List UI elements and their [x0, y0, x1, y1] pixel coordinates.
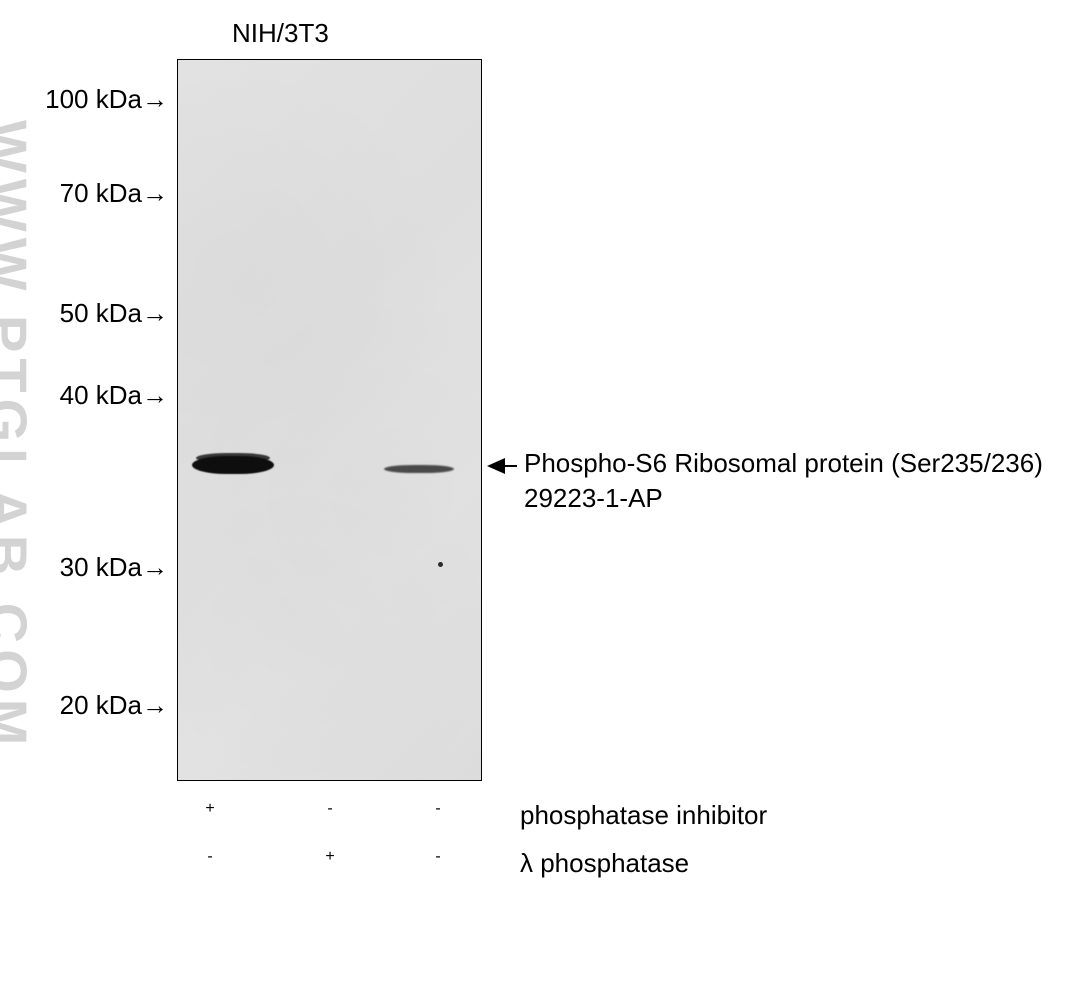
marker-value: 70: [60, 178, 89, 208]
treatment-r1-label: phosphatase inhibitor: [520, 800, 767, 831]
treatment-r2-c3: -: [424, 848, 452, 866]
watermark-text: WWW.PTGLAB.COM: [0, 120, 40, 751]
marker-unit: kDa→: [89, 178, 168, 208]
marker-value: 40: [60, 380, 89, 410]
marker-unit: kDa→: [89, 690, 168, 720]
western-blot: [178, 60, 481, 780]
marker-100: 100 kDa→: [45, 84, 168, 115]
marker-value: 20: [60, 690, 89, 720]
figure-container: WWW.PTGLAB.COM NIH/3T3 100 kDa→ 70 kDa→ …: [0, 0, 1080, 998]
band-lane3: [384, 465, 454, 473]
marker-unit: kDa→: [89, 298, 168, 328]
marker-20: 20 kDa→: [60, 690, 168, 721]
blot-speck: [438, 562, 443, 567]
treatment-r1-c1: +: [196, 800, 224, 818]
marker-value: 50: [60, 298, 89, 328]
marker-value: 100: [45, 84, 88, 114]
marker-unit: kDa→: [89, 84, 168, 114]
annotation-line-1: Phospho-S6 Ribosomal protein (Ser235/236…: [524, 446, 1043, 481]
marker-70: 70 kDa→: [60, 178, 168, 209]
marker-unit: kDa→: [89, 552, 168, 582]
sample-label: NIH/3T3: [232, 18, 329, 49]
blot-noise: [178, 60, 481, 780]
marker-value: 30: [60, 552, 89, 582]
marker-30: 30 kDa→: [60, 552, 168, 583]
treatment-r2-c1: -: [196, 848, 224, 866]
annotation-text: Phospho-S6 Ribosomal protein (Ser235/236…: [524, 446, 1043, 516]
marker-unit: kDa→: [89, 380, 168, 410]
treatment-r2-label: λ phosphatase: [520, 848, 689, 879]
marker-50: 50 kDa→: [60, 298, 168, 329]
marker-40: 40 kDa→: [60, 380, 168, 411]
treatment-r1-c3: -: [424, 800, 452, 818]
band-lane1-shadow: [196, 453, 270, 463]
treatment-r2-c2: +: [316, 848, 344, 866]
annotation-arrow-line: [503, 465, 517, 467]
treatment-r1-c2: -: [316, 800, 344, 818]
annotation-line-2: 29223-1-AP: [524, 481, 1043, 516]
